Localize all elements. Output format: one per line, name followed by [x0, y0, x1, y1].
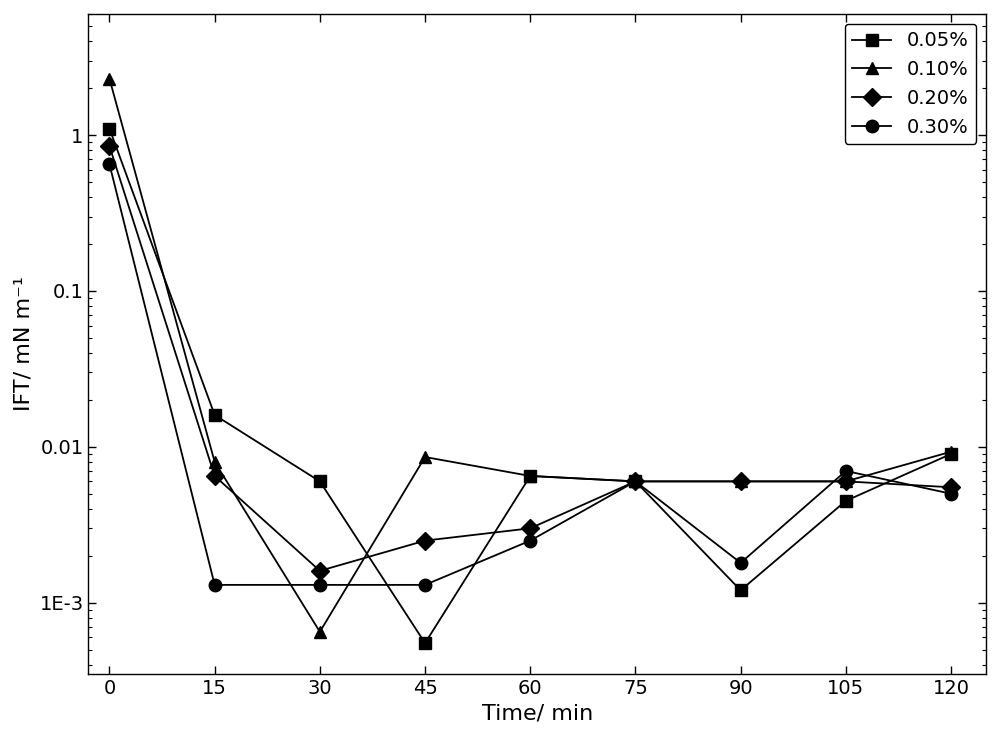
0.05% — [945, 450, 957, 458]
0.10% — [840, 477, 852, 486]
Y-axis label: IFT/ mN m⁻¹: IFT/ mN m⁻¹ — [14, 276, 34, 411]
0.10% — [945, 447, 957, 456]
Legend: 0.05%, 0.10%, 0.20%, 0.30%: 0.05%, 0.10%, 0.20%, 0.30% — [845, 24, 976, 144]
Line: 0.05%: 0.05% — [103, 122, 957, 649]
0.10% — [524, 472, 536, 481]
0.30% — [524, 537, 536, 545]
0.30% — [735, 559, 747, 567]
0.05% — [314, 477, 326, 486]
0.10% — [735, 477, 747, 486]
0.05% — [209, 411, 221, 419]
Line: 0.30%: 0.30% — [103, 158, 957, 591]
0.20% — [209, 472, 221, 481]
0.10% — [629, 477, 641, 486]
0.30% — [840, 467, 852, 475]
0.05% — [103, 125, 115, 133]
0.20% — [524, 524, 536, 533]
Line: 0.10%: 0.10% — [103, 72, 957, 638]
0.05% — [840, 497, 852, 506]
0.10% — [314, 627, 326, 636]
0.30% — [103, 160, 115, 169]
0.20% — [419, 537, 431, 545]
0.05% — [419, 639, 431, 648]
0.10% — [209, 458, 221, 467]
0.05% — [735, 586, 747, 595]
0.10% — [419, 453, 431, 461]
0.20% — [314, 567, 326, 576]
0.20% — [103, 142, 115, 150]
0.20% — [840, 477, 852, 486]
0.20% — [735, 477, 747, 486]
0.20% — [945, 483, 957, 492]
0.30% — [419, 581, 431, 590]
0.05% — [524, 472, 536, 481]
0.20% — [629, 477, 641, 486]
0.30% — [629, 477, 641, 486]
0.30% — [209, 581, 221, 590]
0.30% — [945, 489, 957, 498]
0.30% — [314, 581, 326, 590]
Line: 0.20%: 0.20% — [103, 140, 957, 577]
X-axis label: Time/ min: Time/ min — [482, 703, 593, 723]
0.10% — [103, 74, 115, 83]
0.05% — [629, 477, 641, 486]
